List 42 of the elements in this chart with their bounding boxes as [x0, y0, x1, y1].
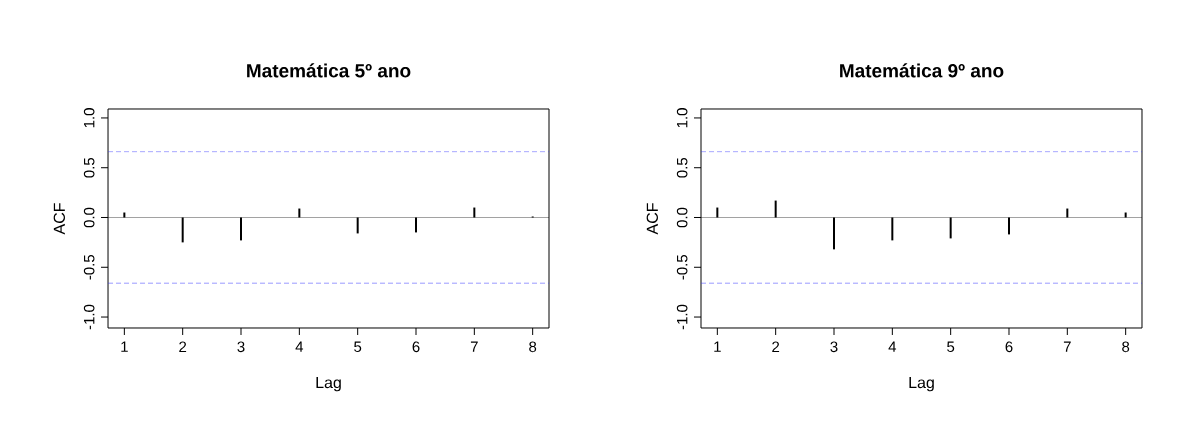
- chart-title: Matemática 5º ano: [247, 63, 411, 78]
- y-axis-title: ACF: [646, 203, 658, 235]
- bar: [949, 217, 952, 239]
- bar: [1008, 217, 1010, 235]
- chart-title: Matemática 9º ano: [840, 63, 1004, 78]
- bar: [716, 207, 719, 218]
- bar: [181, 217, 184, 243]
- y-tick-label: 1.0: [676, 108, 688, 128]
- y-tick-label: -1.0: [83, 304, 95, 330]
- x-axis-title: Lag: [316, 377, 341, 392]
- x-tick-label: 3: [830, 341, 838, 353]
- bar: [833, 217, 835, 250]
- bar: [891, 217, 894, 241]
- bar: [473, 207, 476, 218]
- x-tick-label: 8: [529, 341, 537, 353]
- x-tick-label: 4: [888, 341, 897, 352]
- x-tick-label: 5: [947, 341, 955, 352]
- x-tick-label: 2: [772, 341, 780, 352]
- x-tick-label: 1: [121, 341, 128, 352]
- x-tick-label: 2: [179, 341, 187, 352]
- x-tick-label: 6: [412, 341, 420, 353]
- x-tick-label: 4: [295, 341, 304, 352]
- bar: [415, 217, 418, 233]
- y-tick-label: -0.5: [676, 254, 688, 280]
- x-axis-title: Lag: [909, 377, 934, 392]
- x-tick-label: 7: [470, 341, 478, 352]
- x-tick-label: 5: [354, 341, 362, 352]
- y-tick-label: -0.5: [83, 254, 95, 280]
- y-tick-label: 0.5: [676, 157, 688, 178]
- x-tick-label: 3: [237, 341, 245, 353]
- x-tick-label: 1: [714, 341, 721, 352]
- x-tick-label: 8: [1122, 341, 1130, 353]
- y-tick-label: 0.0: [83, 207, 95, 228]
- bar: [774, 200, 777, 218]
- y-tick-label: 0.5: [83, 157, 95, 178]
- x-tick-label: 6: [1005, 341, 1013, 353]
- y-tick-label: 0.0: [676, 207, 688, 228]
- y-axis-title: ACF: [53, 203, 65, 235]
- y-tick-label: -1.0: [676, 304, 688, 330]
- x-tick-label: 7: [1063, 341, 1071, 352]
- bar: [240, 217, 243, 241]
- y-tick-label: 1.0: [83, 108, 95, 128]
